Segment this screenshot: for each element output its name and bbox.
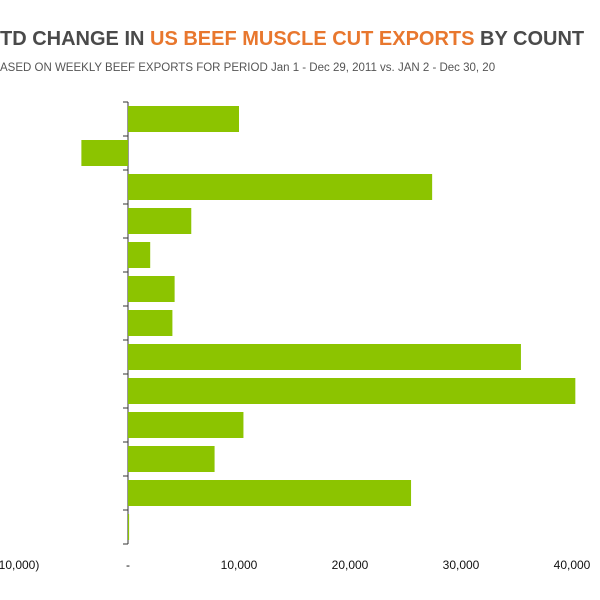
bar xyxy=(128,446,215,472)
x-tick-label: 40,000 xyxy=(554,558,591,572)
bar xyxy=(128,412,244,438)
bar xyxy=(128,378,576,404)
x-tick-label: 20,000 xyxy=(332,558,369,572)
bar xyxy=(128,480,412,506)
title-part: BY COUNT xyxy=(474,28,584,50)
bar xyxy=(128,208,192,234)
x-tick-label: 10,000 xyxy=(221,558,258,572)
title-part: TD CHANGE IN xyxy=(0,28,150,50)
chart-subtitle: ASED ON WEEKLY BEEF EXPORTS FOR PERIOD J… xyxy=(0,62,495,74)
bar xyxy=(128,106,239,132)
x-tick-label: (10,000) xyxy=(0,558,39,572)
bar xyxy=(128,344,521,370)
bar xyxy=(128,276,175,302)
x-tick-label: - xyxy=(126,558,130,572)
bar xyxy=(81,140,128,166)
bar xyxy=(128,310,173,336)
bar xyxy=(128,242,151,268)
x-tick-label: 30,000 xyxy=(443,558,480,572)
bar xyxy=(128,514,130,540)
chart-title: TD CHANGE IN US BEEF MUSCLE CUT EXPORTS … xyxy=(0,28,584,50)
title-part: US BEEF MUSCLE CUT EXPORTS xyxy=(150,28,474,50)
bar xyxy=(128,174,433,200)
